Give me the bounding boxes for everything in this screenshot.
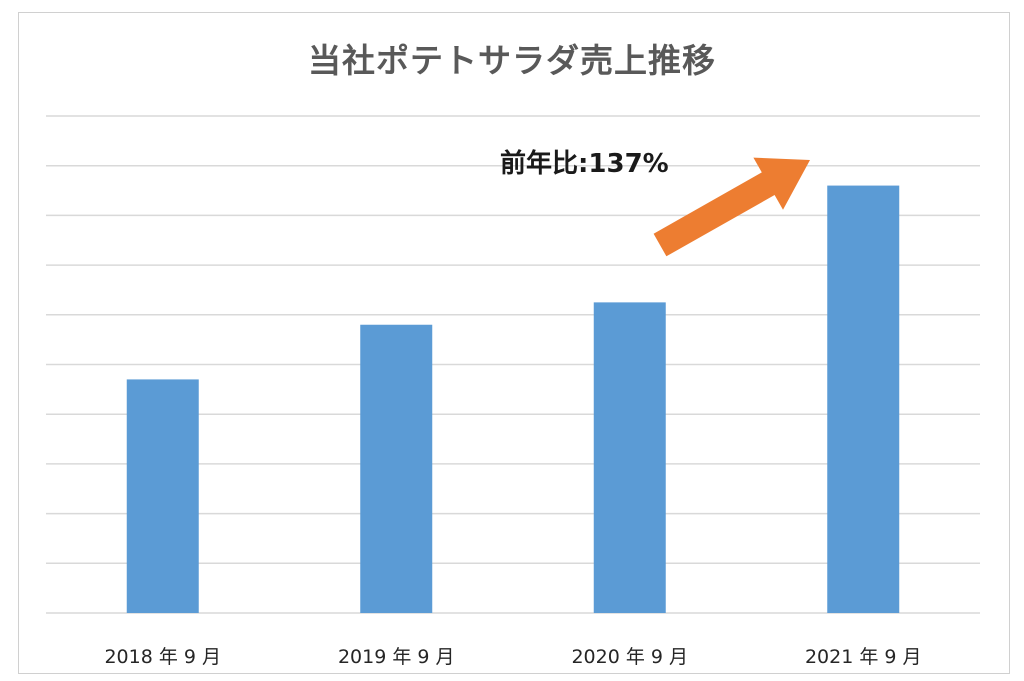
bar-1	[126, 379, 199, 613]
annotation-arrow	[653, 157, 810, 257]
growth-annotation: 前年比:137%	[500, 149, 669, 179]
bar-2	[360, 324, 433, 613]
x-tick-label: 2021 年 9 月	[805, 646, 922, 668]
bar-3	[593, 302, 666, 613]
chart-title: 当社ポテトサラダ売上推移	[308, 41, 716, 80]
x-tick-label: 2019 年 9 月	[338, 646, 455, 668]
bar-4	[827, 185, 900, 613]
gridlines	[46, 115, 980, 614]
x-tick-label: 2018 年 9 月	[104, 646, 221, 668]
growth-arrow-icon	[653, 157, 810, 257]
x-tick-labels: 2018 年 9 月 2019 年 9 月 2020 年 9 月 2021 年 9 月	[104, 646, 921, 668]
bars	[126, 185, 900, 613]
x-tick-label: 2020 年 9 月	[571, 646, 688, 668]
